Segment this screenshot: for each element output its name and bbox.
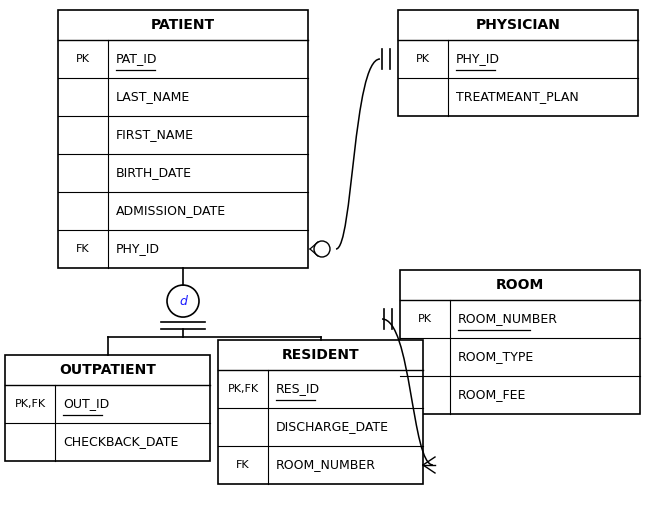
- Text: OUT_ID: OUT_ID: [63, 398, 109, 410]
- Text: d: d: [179, 294, 187, 308]
- Text: PHY_ID: PHY_ID: [116, 243, 160, 256]
- Text: PK: PK: [418, 314, 432, 324]
- Text: PK: PK: [416, 54, 430, 64]
- Text: PK: PK: [76, 54, 90, 64]
- Bar: [398, 10, 638, 116]
- Text: TREATMEANT_PLAN: TREATMEANT_PLAN: [456, 90, 579, 104]
- Bar: [400, 270, 640, 414]
- Text: ROOM: ROOM: [496, 278, 544, 292]
- Text: PK,FK: PK,FK: [14, 399, 46, 409]
- Text: PATIENT: PATIENT: [151, 18, 215, 32]
- Text: RES_ID: RES_ID: [276, 383, 320, 396]
- Text: CHECKBACK_DATE: CHECKBACK_DATE: [63, 435, 178, 449]
- Text: PHYSICIAN: PHYSICIAN: [476, 18, 561, 32]
- Text: LAST_NAME: LAST_NAME: [116, 90, 190, 104]
- Text: ROOM_TYPE: ROOM_TYPE: [458, 351, 534, 363]
- Bar: [58, 10, 308, 268]
- Text: OUTPATIENT: OUTPATIENT: [59, 363, 156, 377]
- Text: PK,FK: PK,FK: [227, 384, 258, 394]
- Text: FIRST_NAME: FIRST_NAME: [116, 128, 194, 142]
- Text: ADMISSION_DATE: ADMISSION_DATE: [116, 204, 226, 218]
- Text: PAT_ID: PAT_ID: [116, 53, 158, 65]
- Text: FK: FK: [236, 460, 250, 470]
- Text: ROOM_NUMBER: ROOM_NUMBER: [276, 458, 376, 472]
- Bar: [5, 355, 210, 461]
- Bar: [218, 340, 423, 484]
- Text: BIRTH_DATE: BIRTH_DATE: [116, 167, 192, 179]
- Text: ROOM_NUMBER: ROOM_NUMBER: [458, 313, 558, 326]
- Text: DISCHARGE_DATE: DISCHARGE_DATE: [276, 421, 389, 433]
- Text: PHY_ID: PHY_ID: [456, 53, 500, 65]
- Text: FK: FK: [76, 244, 90, 254]
- Text: RESIDENT: RESIDENT: [282, 348, 359, 362]
- Text: ROOM_FEE: ROOM_FEE: [458, 388, 527, 402]
